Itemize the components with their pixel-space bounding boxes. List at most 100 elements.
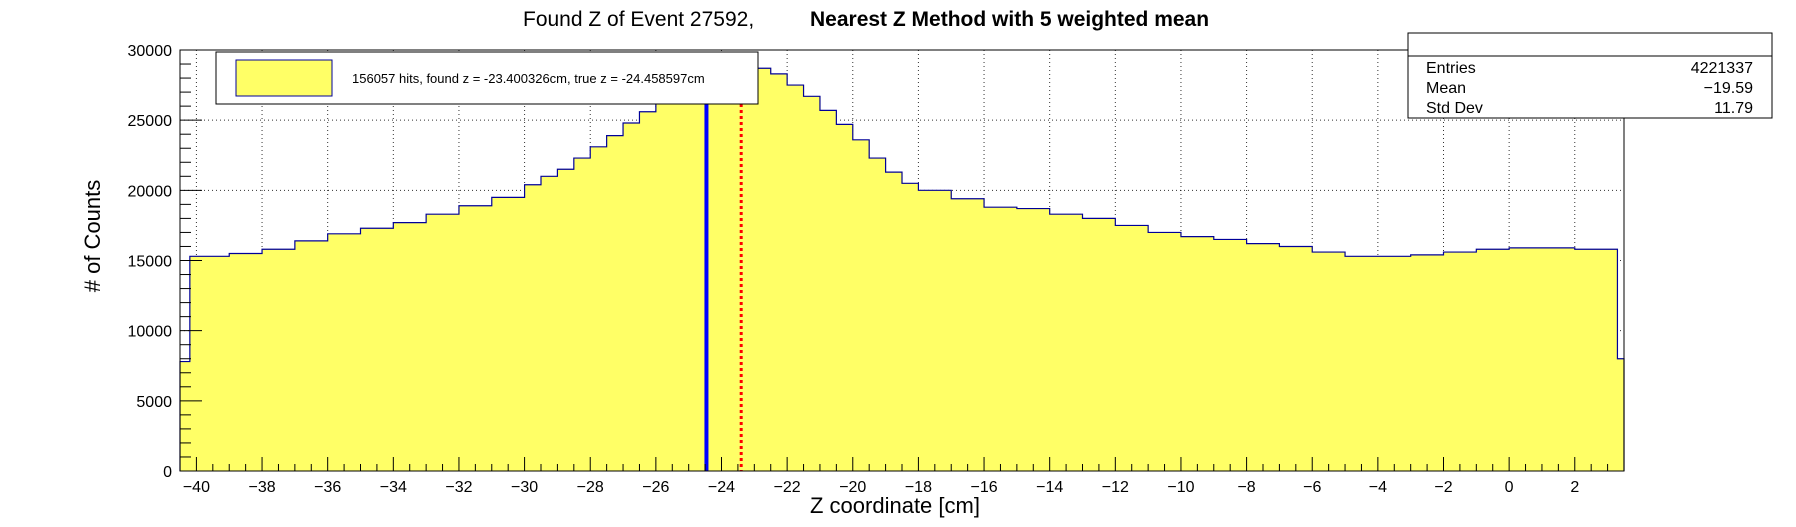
stats-stddev-label: Std Dev	[1426, 100, 1483, 117]
histogram-bar	[1049, 214, 1084, 471]
x-axis-title: Z coordinate [cm]	[810, 493, 980, 518]
histogram-bar	[1016, 208, 1051, 471]
x-tick-label: −36	[314, 479, 341, 496]
histogram-bar	[1148, 232, 1182, 471]
legend-box: 156057 hits, found z = -23.400326cm, tru…	[215, 51, 759, 105]
histogram-bar	[524, 184, 542, 471]
y-tick-label: 30000	[128, 43, 173, 60]
histogram-bar	[803, 96, 821, 471]
histogram-bar	[836, 124, 854, 472]
histogram-bar	[902, 183, 920, 472]
histogram-bar	[1410, 254, 1445, 471]
x-axis-ticks: −40 −38 −36 −34 −32 −30 −28 −26 −24 −22 −20 −18 −16−…	[179, 457, 1625, 496]
y-tick-label: 5000	[136, 394, 172, 411]
x-tick-label: −34	[380, 479, 407, 496]
y-tick-label: 10000	[128, 324, 173, 341]
histogram-bar	[229, 253, 263, 471]
histogram-bar	[180, 361, 191, 471]
histogram-bar	[1476, 249, 1510, 471]
histogram-bar	[1377, 256, 1412, 471]
x-tick-label: −38	[248, 479, 275, 496]
legend-swatch	[235, 59, 333, 97]
x-tick-label: −22	[774, 479, 801, 496]
x-tick-label: −16	[970, 479, 997, 496]
histogram-bar	[458, 205, 493, 471]
histogram-bar	[393, 222, 427, 471]
histogram-bar	[705, 71, 723, 472]
histogram-bar	[787, 85, 805, 471]
histogram-bar	[852, 139, 870, 471]
histogram-bar	[1115, 225, 1149, 471]
histogram-bar	[984, 207, 1018, 471]
histogram-bar	[1443, 252, 1477, 471]
chart-title-part2: Nearest Z Method with 5 weighted mean	[810, 8, 1209, 31]
histogram-bar	[623, 122, 641, 472]
y-tick-label: 25000	[128, 113, 173, 130]
y-axis-title: # of Counts	[80, 180, 105, 293]
histogram-bar	[1082, 218, 1116, 471]
chart-title-part1: Found Z of Event 27592,	[523, 8, 754, 31]
x-tick-label: −20	[839, 479, 866, 496]
x-tick-label: −6	[1303, 479, 1321, 496]
histogram-bar	[590, 146, 608, 471]
histogram-bar	[869, 158, 887, 471]
histogram-bar	[688, 76, 706, 471]
histogram-bar	[770, 73, 788, 472]
histogram-bar	[360, 228, 394, 471]
histogram-bar	[327, 233, 362, 471]
x-tick-label: −12	[1102, 479, 1129, 496]
histogram-bar	[721, 65, 739, 471]
x-tick-label: −40	[183, 479, 210, 496]
x-tick-label: −28	[577, 479, 604, 496]
y-tick-label: 15000	[128, 254, 173, 271]
stats-entries-value: 4221337	[1691, 60, 1753, 77]
histogram-bar	[1279, 246, 1313, 471]
x-tick-label: −30	[511, 479, 538, 496]
histogram-bar	[885, 172, 903, 471]
x-tick-label: −10	[1167, 479, 1194, 496]
histogram-bar	[918, 190, 952, 472]
histogram-bar	[1541, 247, 1576, 471]
legend-label: 156057 hits, found z = -23.400326cm, tru…	[352, 71, 705, 86]
x-tick-label: −32	[445, 479, 472, 496]
histogram-bar	[1213, 239, 1248, 471]
y-axis-ticks: 0 5000 10000 15000 20000 25000 30000	[128, 43, 202, 481]
x-tick-label: −14	[1036, 479, 1063, 496]
histogram-outline	[179, 64, 1625, 471]
stats-mean-value: −19.59	[1704, 80, 1753, 97]
histogram-bar	[189, 256, 230, 471]
histogram-bar	[491, 197, 526, 471]
histogram-bar	[672, 85, 690, 471]
y-tick-label: 0	[163, 464, 172, 481]
histogram-bar	[262, 249, 296, 471]
stats-entries-label: Entries	[1426, 60, 1476, 77]
histogram-bar	[1312, 252, 1346, 471]
histogram-bar	[1246, 243, 1281, 471]
histogram-bar	[754, 68, 772, 471]
histogram-bar	[557, 169, 575, 472]
histogram-bar	[573, 158, 591, 471]
histogram-bar	[426, 214, 460, 471]
stats-box: Entries 4221337 Mean −19.59 Std Dev 11.7…	[1407, 32, 1773, 119]
histogram-bar	[1345, 256, 1379, 471]
stats-stddev-value: 11.79	[1714, 100, 1753, 117]
z-marker-lines	[704, 98, 743, 471]
x-tick-label: −4	[1369, 479, 1387, 496]
histogram-bar	[655, 97, 673, 472]
x-tick-label: −26	[642, 479, 669, 496]
x-tick-label: −8	[1237, 479, 1255, 496]
histogram-bar	[1180, 236, 1215, 471]
x-tick-label: −24	[708, 479, 735, 496]
histogram-bar	[294, 240, 329, 471]
histogram-bar	[639, 111, 657, 471]
stats-mean-label: Mean	[1426, 80, 1466, 97]
histogram-bars	[179, 64, 1625, 472]
histogram-bar	[1574, 249, 1619, 471]
x-tick-label: −2	[1434, 479, 1452, 496]
histogram-bar	[1509, 247, 1543, 471]
histogram-bar	[819, 110, 837, 472]
histogram-bar	[1617, 358, 1625, 471]
x-tick-label: 2	[1570, 479, 1579, 496]
